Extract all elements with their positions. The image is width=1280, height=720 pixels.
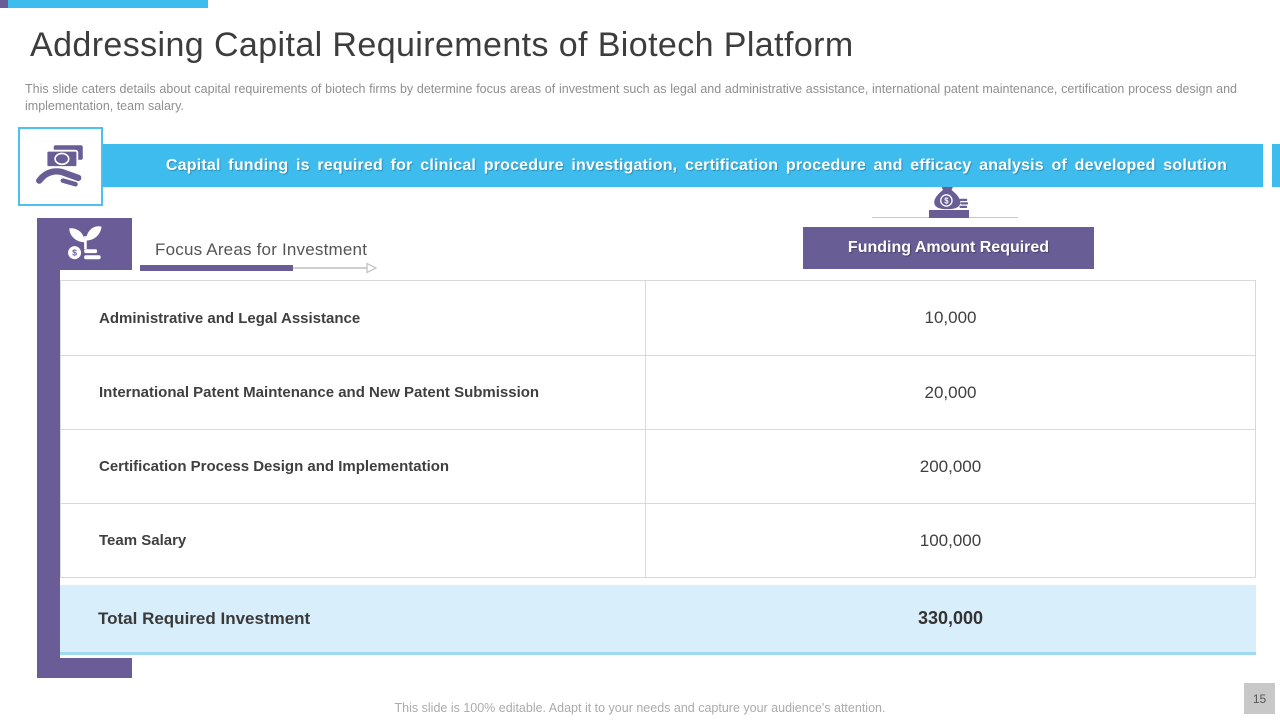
row-value: 20,000 [924, 382, 977, 402]
svg-text:$: $ [944, 197, 949, 206]
row-label: International Patent Maintenance and New… [61, 356, 646, 429]
row-label: Administrative and Legal Assistance [61, 281, 646, 355]
left-header-underline [140, 265, 293, 271]
row-value: 10,000 [924, 308, 977, 327]
table-row: Certification Process Design and Impleme… [61, 429, 1255, 503]
right-column-header-label: Funding Amount Required [847, 239, 1050, 256]
banner-right-cap [1272, 144, 1280, 187]
top-accent-blue [8, 0, 208, 8]
svg-text:$: $ [72, 248, 77, 258]
focus-icon-box: $ [37, 218, 132, 270]
page-title: Addressing Capital Requirements of Biote… [30, 26, 854, 64]
arrow-right-icon [293, 262, 377, 274]
table-row: Team Salary 100,000 [61, 503, 1255, 577]
row-value: 200,000 [919, 456, 982, 476]
total-label: Total Required Investment [98, 608, 311, 628]
investment-table: Administrative and Legal Assistance 10,0… [60, 280, 1256, 578]
table-total-row: Total Required Investment 330,000 [60, 585, 1256, 655]
total-value: 330,000 [917, 608, 984, 628]
table-row: International Patent Maintenance and New… [61, 355, 1255, 429]
subtitle: This slide caters details about capital … [25, 82, 1237, 113]
row-label: Team Salary [61, 504, 646, 577]
row-value: 100,000 [919, 530, 982, 550]
table-row: Administrative and Legal Assistance 10,0… [61, 281, 1255, 355]
money-bag-pedestal [929, 210, 969, 218]
page-number: 15 [1244, 683, 1275, 714]
banner-icon-box [18, 127, 103, 206]
right-column-header: Funding Amount Required [803, 227, 1094, 269]
footer-note: This slide is 100% editable. Adapt it to… [394, 701, 886, 715]
left-column-header: Focus Areas for Investment [155, 240, 368, 259]
cash-in-hand-icon [35, 144, 83, 186]
top-accent-purple [0, 0, 8, 8]
banner: Capital funding is required for clinical… [100, 144, 1263, 187]
money-bag-icon: $ [934, 183, 969, 210]
sprout-coins-icon: $ [67, 226, 102, 260]
row-label: Certification Process Design and Impleme… [61, 430, 646, 503]
table-side-accent-foot [37, 658, 132, 678]
banner-text: Capital funding is required for clinical… [165, 156, 1228, 174]
table-side-accent-vertical [37, 270, 60, 678]
